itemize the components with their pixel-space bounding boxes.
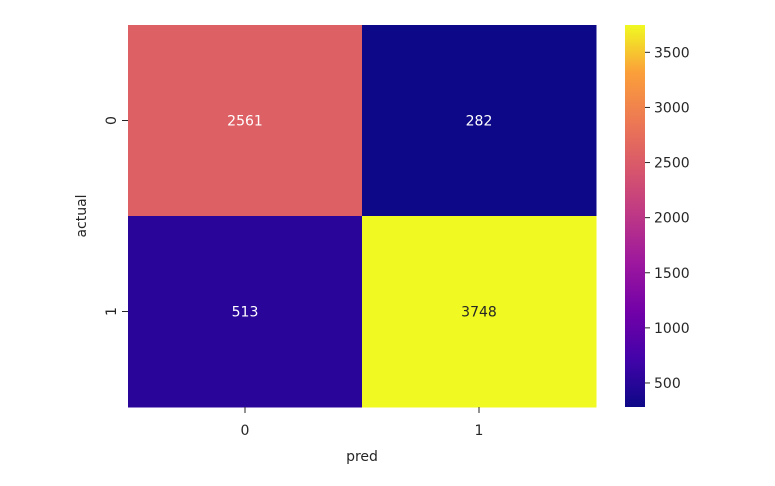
y-axis-label: actual — [74, 194, 90, 237]
heatmap-cell-0-0 — [128, 25, 363, 217]
y-tick-label: 1 — [104, 307, 120, 316]
cell-value-label-0-0: 2561 — [227, 114, 263, 130]
colorbar-tick-label: 500 — [654, 376, 681, 392]
heatmap-cell-0-1 — [362, 25, 597, 217]
y-axis: 01 — [104, 116, 128, 316]
colorbar-tick-label: 3000 — [654, 100, 690, 116]
colorbar — [625, 25, 645, 407]
colorbar-tick-label: 1500 — [654, 266, 690, 282]
heatmap-cell-1-0 — [128, 216, 363, 408]
x-tick-label: 0 — [241, 423, 250, 439]
colorbar-tick-label: 3500 — [654, 45, 690, 61]
colorbar-tick-label: 2000 — [654, 211, 690, 227]
cell-value-label-1-1: 3748 — [461, 305, 497, 321]
heatmap-cells: 2561 282 513 3748 — [128, 25, 597, 408]
cell-value-label-0-1: 282 — [466, 114, 493, 130]
colorbar-ticks: 500 1000 1500 2000 2500 3000 3500 — [645, 45, 690, 392]
colorbar-tick-label: 1000 — [654, 321, 690, 337]
cell-value-label-1-0: 513 — [232, 305, 259, 321]
y-tick-label: 0 — [104, 116, 120, 125]
x-tick-label: 1 — [475, 423, 484, 439]
x-axis-label: pred — [346, 449, 378, 465]
heatmap-cell-1-1 — [362, 216, 597, 408]
colorbar-tick-label: 2500 — [654, 156, 690, 172]
